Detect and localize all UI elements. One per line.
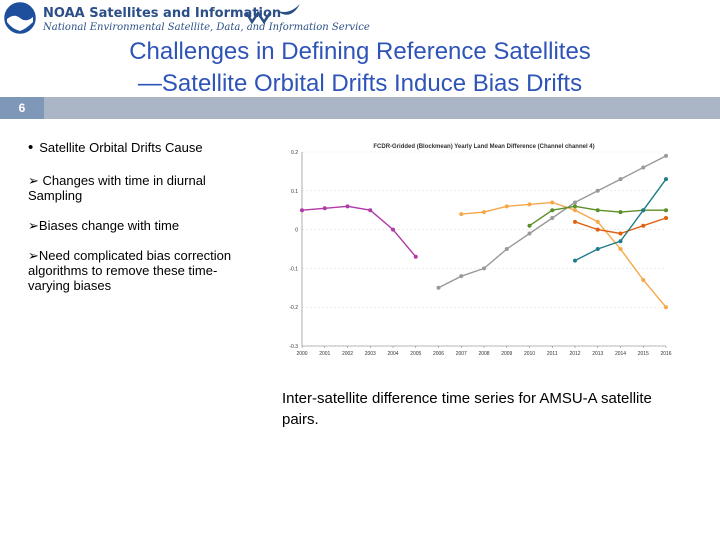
x-tick-label: 2014 [615, 351, 626, 357]
x-tick-label: 2001 [319, 351, 330, 357]
data-point [664, 305, 668, 310]
data-point [368, 208, 373, 213]
data-point [573, 219, 577, 224]
data-point [664, 177, 668, 182]
data-point [504, 247, 509, 251]
x-tick-label: 2011 [547, 351, 558, 357]
sub-bullet-3: ➢Need complicated bias correction algori… [28, 248, 243, 293]
data-point [595, 247, 600, 251]
data-point [300, 208, 304, 213]
data-point [573, 208, 577, 213]
x-tick-label: 2006 [433, 351, 444, 357]
x-tick-label: 2005 [410, 351, 421, 357]
x-tick-label: 2016 [660, 351, 671, 357]
data-point [573, 204, 577, 209]
swoosh-logo-icon [244, 4, 300, 25]
data-point [573, 258, 577, 263]
data-point [595, 219, 600, 224]
data-point [550, 208, 555, 213]
data-point [618, 247, 623, 251]
data-point [550, 200, 555, 205]
data-point [504, 204, 509, 209]
y-tick-label: 0.2 [291, 150, 298, 156]
data-point [618, 231, 623, 236]
brand-subtitle: National Environmental Satellite, Data, … [43, 22, 370, 33]
chart-svg: FCDR-Gridded (Blockmean) Yearly Land Mea… [289, 144, 671, 357]
x-tick-label: 2000 [296, 351, 307, 357]
sub-bullet-2: ➢Biases change with time [28, 218, 243, 233]
data-point [664, 208, 668, 213]
data-point [527, 223, 532, 228]
data-point [482, 210, 486, 215]
x-tick-label: 2008 [478, 351, 489, 357]
y-tick-label: -0.3 [289, 344, 298, 350]
chart-title: FCDR-Gridded (Blockmean) Yearly Land Mea… [373, 144, 594, 150]
slide-title-line-2: —Satellite Orbital Drifts Induce Bias Dr… [137, 70, 583, 97]
main-bullet-text: Satellite Orbital Drifts Cause [39, 140, 203, 155]
series-line-1 [301, 205, 417, 258]
slide-title: Challenges in Defining Reference Satelli… [60, 36, 660, 100]
series-line-2 [438, 155, 667, 289]
noaa-logo-icon [4, 2, 36, 34]
x-tick-label: 2010 [524, 351, 535, 357]
x-tick-label: 2009 [501, 351, 512, 357]
chart: FCDR-Gridded (Blockmean) Yearly Land Mea… [284, 140, 672, 360]
data-point [641, 223, 646, 228]
y-tick-label: 0 [295, 228, 298, 234]
series-line-5 [574, 217, 667, 235]
sub-bullet-2-text: Biases change with time [38, 218, 180, 233]
sub-bullet-1-text: Changes with time in diurnal Sampling [28, 173, 206, 203]
title-divider-bar [0, 97, 720, 119]
x-tick-label: 2004 [387, 351, 398, 357]
data-point [413, 254, 418, 259]
x-tick-label: 2007 [456, 351, 467, 357]
data-point [664, 215, 668, 220]
data-point [618, 177, 623, 182]
series-line-3 [461, 201, 667, 308]
x-tick-label: 2003 [365, 351, 376, 357]
data-point [436, 285, 441, 290]
data-point [595, 208, 600, 213]
header-banner: NOAA Satellites and Information National… [0, 0, 720, 40]
y-tick-label: 0.1 [291, 189, 298, 195]
data-point [641, 208, 646, 213]
sub-bullet-3-text: Need complicated bias correction algorit… [28, 248, 232, 293]
data-point [595, 227, 600, 232]
data-point [641, 278, 646, 283]
arrow-bullet-icon: ➢ [28, 248, 39, 263]
data-point [459, 274, 464, 279]
chart-series [300, 153, 668, 310]
slide-number: 6 [0, 97, 44, 119]
x-tick-label: 2013 [592, 351, 603, 357]
data-point [527, 231, 532, 236]
x-tick-label: 2015 [638, 351, 649, 357]
data-point [550, 215, 555, 220]
x-tick-label: 2012 [569, 351, 580, 357]
data-point [595, 188, 600, 193]
y-tick-label: -0.1 [289, 266, 298, 272]
data-point [618, 210, 623, 215]
data-point [641, 165, 646, 170]
chart-caption: Inter-satellite difference time series f… [282, 390, 652, 428]
main-bullet: • Satellite Orbital Drifts Cause [28, 139, 203, 156]
data-point [573, 200, 577, 205]
bullet-dot-icon: • [28, 139, 34, 156]
slide-title-line-1: Challenges in Defining Reference Satelli… [129, 38, 591, 65]
brand-title: NOAA Satellites and Information [43, 6, 282, 21]
data-point [482, 266, 486, 271]
data-point [322, 206, 327, 211]
data-point [459, 212, 464, 217]
chart-grid [302, 151, 666, 347]
data-point [664, 153, 668, 158]
sub-bullet-1: ➢ Changes with time in diurnal Sampling [28, 173, 243, 203]
data-point [391, 227, 395, 232]
x-tick-label: 2002 [342, 351, 353, 357]
arrow-bullet-icon: ➢ [28, 173, 43, 188]
data-point [345, 204, 350, 209]
data-point [527, 202, 532, 207]
arrow-bullet-icon: ➢ [28, 218, 39, 233]
data-point [618, 239, 623, 244]
y-tick-label: -0.2 [289, 305, 298, 311]
